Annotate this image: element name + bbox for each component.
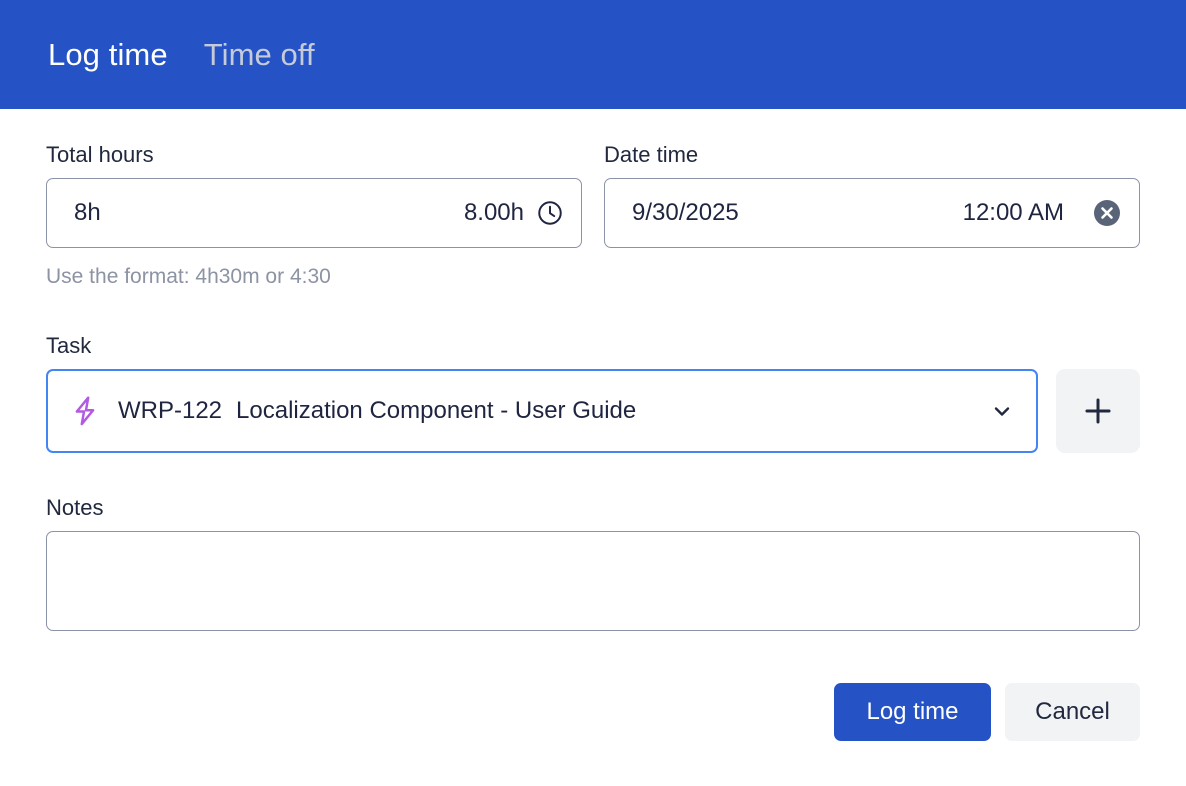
task-title: Localization Component - User Guide bbox=[236, 397, 637, 424]
total-hours-group: Total hours 8h 8.00h bbox=[46, 142, 582, 248]
task-key: WRP-122 bbox=[118, 397, 223, 424]
date-time-group: Date time 9/30/2025 12:00 AM bbox=[604, 142, 1140, 248]
date-time-label: Date time bbox=[604, 142, 699, 167]
total-hours-input[interactable]: 8h 8.00h bbox=[46, 178, 582, 248]
hours-format-helper: Use the format: 4h30m or 4:30 bbox=[46, 265, 331, 288]
total-hours-value: 8h bbox=[74, 199, 101, 226]
task-row: WRP-122 Localization Component - User Gu… bbox=[46, 369, 1140, 453]
tab-log-time[interactable]: Log time bbox=[48, 0, 256, 119]
notes-label: Notes bbox=[46, 495, 104, 520]
date-value[interactable]: 9/30/2025 bbox=[632, 199, 739, 226]
time-value[interactable]: 12:00 AM bbox=[962, 199, 1064, 226]
lightning-bolt-icon bbox=[70, 395, 100, 427]
chevron-down-icon[interactable] bbox=[990, 399, 1014, 423]
plus-icon bbox=[1081, 394, 1115, 428]
date-time-right-group: 12:00 AM bbox=[963, 198, 1122, 228]
task-label: Task bbox=[46, 333, 92, 358]
log-time-form: Total hours 8h 8.00h bbox=[0, 109, 1186, 741]
dialog-actions: Log time Cancel bbox=[46, 683, 1140, 741]
active-tab-indicator bbox=[96, 113, 256, 119]
add-task-button[interactable] bbox=[1056, 369, 1140, 453]
cancel-button[interactable]: Cancel bbox=[1005, 683, 1140, 741]
total-hours-suffix-group: 8.00h bbox=[464, 199, 564, 227]
dialog-tabbar: Log time Time off bbox=[0, 0, 1186, 119]
tab-time-off-label: Time off bbox=[203, 36, 315, 72]
date-time-input[interactable]: 9/30/2025 12:00 AM bbox=[604, 178, 1140, 248]
clear-circle-icon[interactable] bbox=[1092, 198, 1122, 228]
tab-log-time-label: Log time bbox=[48, 36, 168, 72]
total-hours-computed: 8.00h bbox=[463, 199, 524, 226]
tab-time-off[interactable]: Time off bbox=[204, 0, 315, 119]
notes-group: Notes bbox=[46, 495, 1140, 631]
log-time-submit-button[interactable]: Log time bbox=[834, 683, 991, 741]
task-select[interactable]: WRP-122 Localization Component - User Gu… bbox=[46, 369, 1038, 453]
notes-input[interactable] bbox=[46, 531, 1140, 631]
clock-icon bbox=[536, 199, 564, 227]
task-group: Task WRP-122 Localization Component - Us… bbox=[46, 333, 1140, 453]
hours-and-date-row: Total hours 8h 8.00h bbox=[46, 109, 1140, 248]
total-hours-label: Total hours bbox=[46, 142, 154, 167]
